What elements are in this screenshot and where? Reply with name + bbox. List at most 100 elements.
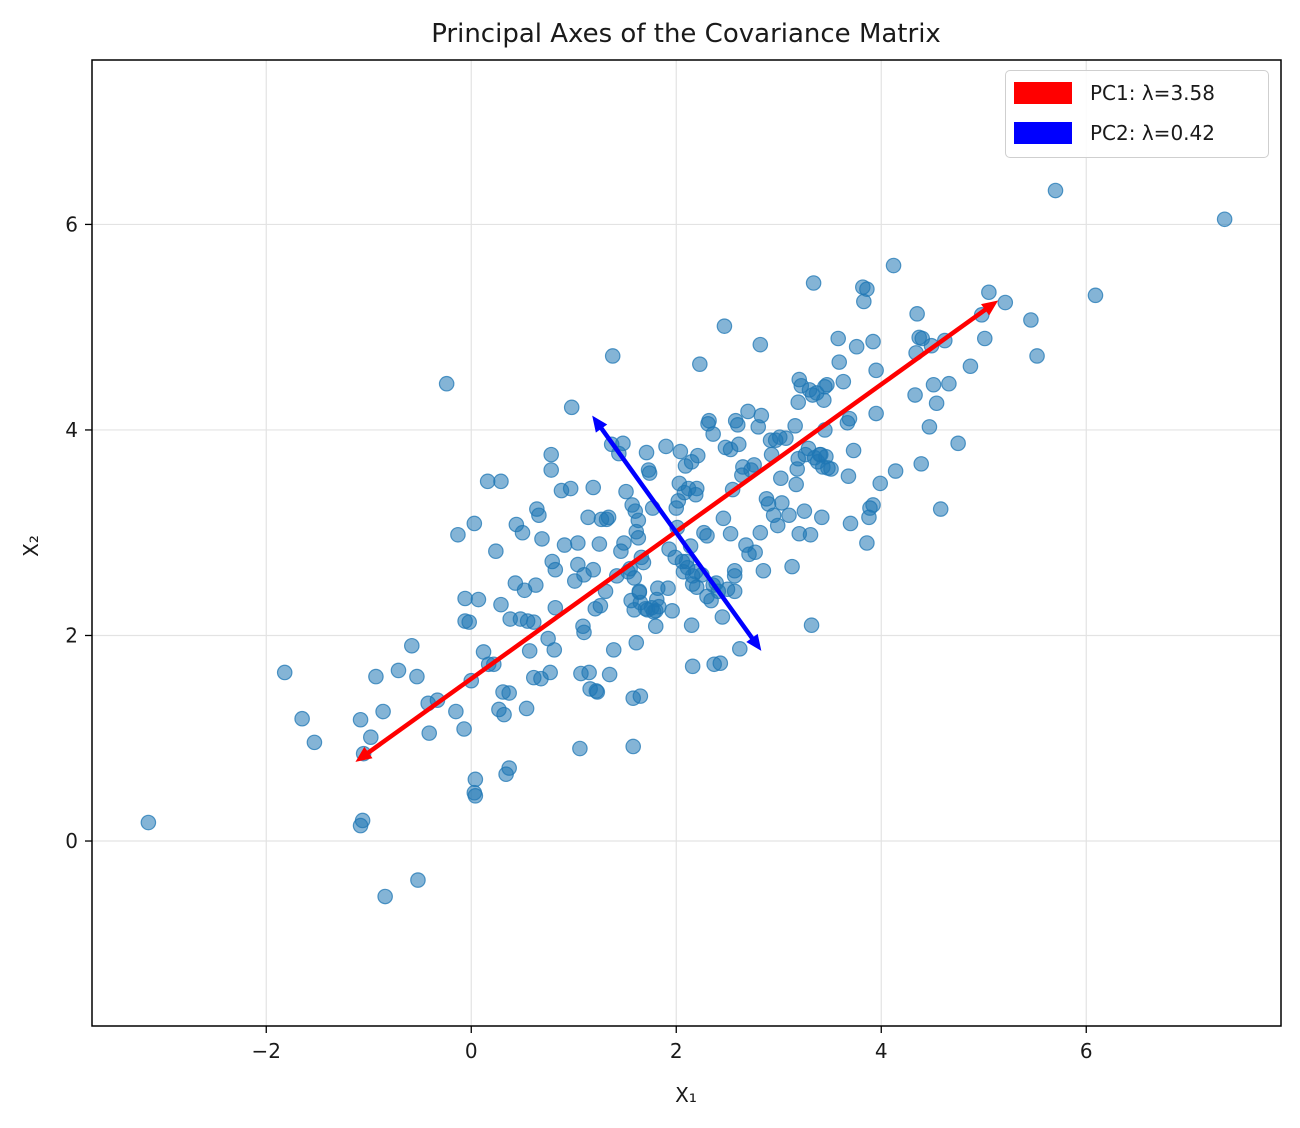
data-point (830, 330, 846, 347)
data-point (925, 376, 942, 393)
data-point (909, 306, 925, 322)
arrow-head-pc1 (981, 300, 999, 316)
data-point (581, 664, 597, 681)
data-point (715, 510, 732, 527)
data-point (403, 637, 420, 654)
arrow-head-pc2 (746, 633, 762, 651)
data-point (688, 480, 705, 497)
data-point (140, 814, 157, 831)
data-point (556, 537, 573, 553)
data-point (913, 456, 930, 472)
data-point (501, 760, 517, 776)
x-tick-label: −2 (252, 1039, 281, 1063)
legend-swatch-pc2 (1014, 122, 1072, 144)
x-tick-label: 0 (465, 1039, 478, 1063)
data-point (1216, 211, 1233, 228)
chart-title: Principal Axes of the Covariance Matrix (431, 19, 941, 49)
data-point (730, 436, 747, 453)
data-point (1023, 312, 1039, 328)
data-point (819, 376, 835, 393)
legend-label-pc2: PC2: λ=0.42 (1090, 121, 1215, 145)
data-point (466, 515, 483, 532)
data-point (660, 580, 676, 597)
data-point (479, 473, 496, 490)
data-point (600, 509, 617, 526)
data-point (448, 703, 464, 720)
arrow-tail-pc1 (355, 746, 373, 762)
data-point (409, 668, 425, 685)
data-point (525, 614, 542, 630)
data-point (941, 375, 957, 392)
data-point (784, 558, 800, 575)
data-point (592, 597, 609, 614)
data-point (457, 590, 473, 607)
grid (92, 60, 1281, 1026)
data-point (294, 710, 310, 727)
data-point (802, 526, 819, 543)
x-tick-label: 4 (875, 1039, 888, 1063)
data-point (803, 617, 820, 634)
legend-item-pc1: PC1: λ=3.58 (1014, 81, 1215, 105)
data-point (542, 664, 558, 681)
data-point (375, 703, 391, 720)
data-point (625, 738, 641, 755)
data-point (981, 284, 997, 301)
data-point (746, 457, 762, 473)
data-point (769, 517, 786, 534)
y-axis-label: X₂ (19, 535, 43, 557)
data-point (543, 462, 559, 478)
data-point (390, 662, 407, 679)
data-point (787, 418, 803, 434)
data-point (885, 257, 902, 274)
data-point (684, 658, 701, 675)
data-point (731, 641, 748, 657)
data-point (672, 443, 689, 460)
data-point (534, 531, 550, 547)
x-tick-label: 6 (1080, 1039, 1093, 1063)
data-point (604, 348, 621, 364)
data-point (816, 392, 832, 408)
data-point (726, 583, 743, 600)
data-point (543, 446, 559, 463)
data-point (467, 771, 484, 788)
data-point (562, 480, 579, 497)
data-point (647, 618, 664, 635)
legend-item-pc2: PC2: λ=0.42 (1014, 121, 1215, 145)
data-point (962, 358, 979, 375)
data-point (740, 403, 756, 420)
data-point (368, 668, 384, 685)
data-point (835, 373, 852, 390)
data-point (585, 561, 602, 578)
data-point (845, 442, 862, 459)
data-point (496, 706, 512, 723)
data-point (572, 740, 588, 757)
data-point (1087, 287, 1104, 304)
data-point (752, 336, 769, 353)
arrow-tail-pc2 (592, 415, 608, 433)
data-point (467, 788, 484, 804)
data-point (796, 503, 813, 519)
data-point (377, 888, 393, 905)
x-axis-ticks: −2 0 2 4 6 (252, 1026, 1093, 1063)
y-tick-label: 6 (65, 212, 78, 236)
data-point (362, 729, 379, 746)
data-point (632, 688, 649, 704)
data-point (848, 338, 865, 355)
data-point (997, 294, 1014, 311)
data-point (872, 475, 889, 492)
data-point (781, 507, 797, 524)
data-point (580, 509, 596, 526)
data-point (488, 543, 504, 560)
data-point (859, 535, 875, 551)
data-point (831, 354, 848, 370)
data-point (842, 515, 859, 532)
data-point (712, 655, 729, 672)
data-point (352, 711, 369, 728)
data-point (907, 387, 923, 403)
data-point (753, 407, 770, 424)
data-point (591, 536, 608, 552)
data-point (729, 417, 746, 433)
data-point (658, 438, 674, 455)
data-point (651, 598, 667, 615)
